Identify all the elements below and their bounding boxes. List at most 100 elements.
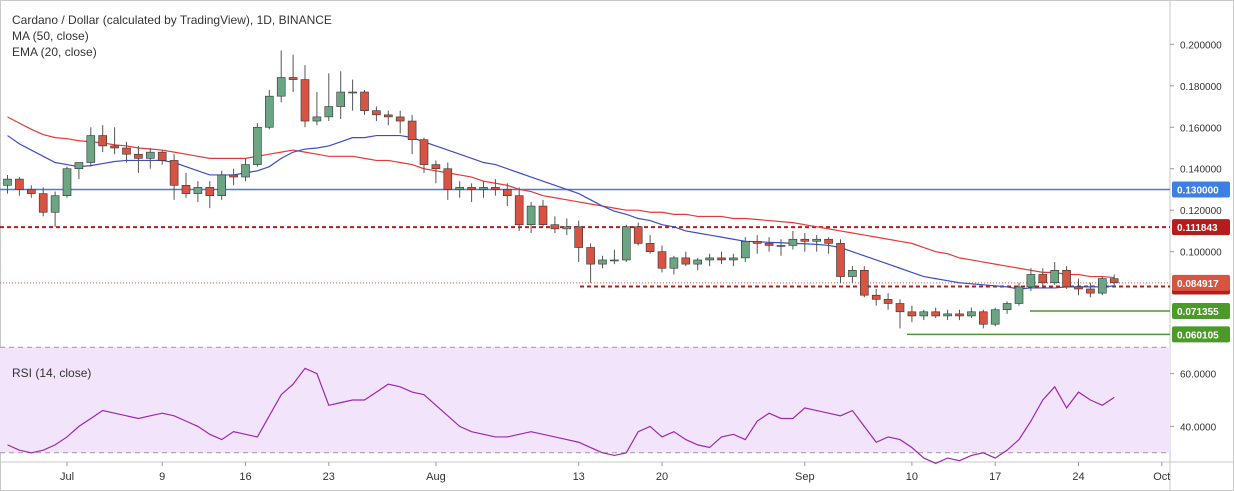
candle-body bbox=[1038, 274, 1048, 284]
candle-body bbox=[276, 77, 286, 97]
price-axis-label-bg bbox=[1172, 181, 1230, 198]
candle-body bbox=[907, 311, 917, 317]
candle-body bbox=[633, 226, 643, 244]
ma-label: MA (50, close) bbox=[12, 29, 89, 43]
candle-body bbox=[146, 151, 155, 159]
candle-body bbox=[586, 247, 595, 265]
candle-body bbox=[1026, 274, 1036, 288]
candle-body bbox=[717, 257, 726, 261]
candle-body bbox=[431, 164, 441, 170]
candle-body bbox=[395, 116, 405, 122]
candle-body bbox=[443, 168, 453, 190]
candle-body bbox=[514, 195, 524, 226]
candle-body bbox=[383, 114, 393, 118]
rsi-band bbox=[0, 347, 1170, 453]
candle-body bbox=[38, 193, 48, 213]
candle-body bbox=[1062, 270, 1071, 288]
time-tick-label: 23 bbox=[323, 471, 335, 483]
time-tick-label: 9 bbox=[159, 471, 165, 483]
candle-body bbox=[217, 174, 226, 196]
price-axis-label: 0.084917 bbox=[1177, 279, 1219, 290]
candle-body bbox=[134, 153, 143, 159]
candle-body bbox=[312, 116, 322, 122]
candle-body bbox=[324, 106, 334, 118]
candle-body bbox=[764, 243, 774, 246]
candle-body bbox=[1074, 286, 1083, 290]
candle-body bbox=[598, 259, 607, 265]
candle-body bbox=[229, 174, 238, 178]
chart-legend: Cardano / Dollar (calculated by TradingV… bbox=[12, 12, 332, 60]
candle-body bbox=[1050, 270, 1059, 284]
candle-body bbox=[1098, 278, 1107, 294]
candle-body bbox=[1086, 288, 1095, 294]
price-axis-label: 0.060105 bbox=[1177, 330, 1219, 341]
candle-body bbox=[895, 303, 905, 313]
candle-body bbox=[407, 120, 417, 141]
time-tick-label: Sep bbox=[795, 471, 815, 483]
candle-body bbox=[288, 77, 298, 80]
candle-body bbox=[74, 162, 84, 170]
candle-body bbox=[621, 226, 631, 261]
candle-body bbox=[871, 294, 881, 300]
candle-body bbox=[360, 91, 369, 111]
candle-body bbox=[848, 270, 857, 277]
candle-body bbox=[98, 135, 107, 147]
candle-body bbox=[26, 189, 36, 194]
candle-body bbox=[62, 168, 72, 196]
candle-body bbox=[824, 238, 833, 244]
ema-20-line bbox=[7, 134, 1115, 290]
candle-body bbox=[705, 257, 714, 261]
ema-label: EMA (20, close) bbox=[12, 45, 97, 59]
candle-body bbox=[788, 238, 798, 246]
price-axis-label: 0.130000 bbox=[1177, 185, 1219, 196]
candle-body bbox=[193, 187, 203, 194]
candle-body bbox=[300, 79, 310, 122]
candle-body bbox=[1014, 286, 1024, 304]
candle-body bbox=[883, 299, 893, 304]
time-tick-label: 24 bbox=[1072, 471, 1084, 483]
candle-body bbox=[3, 178, 12, 186]
candle-body bbox=[526, 205, 536, 226]
candle-body bbox=[264, 95, 274, 128]
candle-body bbox=[955, 313, 964, 317]
candle-body bbox=[169, 160, 179, 186]
candle-body bbox=[455, 187, 465, 190]
candle-body bbox=[122, 147, 131, 155]
time-tick-label: 20 bbox=[656, 471, 668, 483]
ma-50-line bbox=[7, 116, 1115, 279]
candle-body bbox=[419, 139, 429, 165]
candle-body bbox=[978, 311, 988, 325]
candle-body bbox=[491, 187, 500, 190]
candle-body bbox=[86, 135, 96, 163]
candle-body bbox=[800, 238, 810, 242]
time-tick-label: 13 bbox=[573, 471, 585, 483]
price-tick-label: 0.100000 bbox=[1180, 248, 1222, 259]
price-tick-label: 0.120000 bbox=[1180, 206, 1222, 217]
candle-body bbox=[729, 257, 738, 261]
price-tick-label: 0.160000 bbox=[1180, 123, 1222, 134]
candle-body bbox=[181, 185, 191, 194]
candle-body bbox=[1109, 278, 1119, 284]
candle-body bbox=[157, 151, 167, 161]
time-tick-label: Aug bbox=[426, 471, 446, 483]
candle-body bbox=[372, 110, 381, 116]
time-tick-label: 17 bbox=[989, 471, 1001, 483]
rsi-tick-label: 60.0000 bbox=[1180, 370, 1217, 381]
rsi-tick-label: 40.0000 bbox=[1180, 422, 1217, 433]
price-axis-label: 0.111843 bbox=[1177, 223, 1218, 234]
candle-body bbox=[836, 243, 845, 277]
price-axis-label-bg bbox=[1172, 274, 1230, 291]
rsi-title: RSI (14, close) bbox=[12, 366, 92, 380]
candle-body bbox=[562, 226, 572, 230]
candle-body bbox=[681, 257, 691, 265]
candle-body bbox=[669, 257, 679, 269]
candle-body bbox=[241, 164, 250, 178]
price-tick-label: 0.200000 bbox=[1180, 40, 1222, 51]
time-tick-label: Oct bbox=[1153, 471, 1170, 483]
candle-body bbox=[776, 245, 786, 247]
candle-body bbox=[110, 145, 119, 149]
candle-body bbox=[348, 91, 357, 94]
candle-body bbox=[50, 195, 60, 213]
candle-body bbox=[574, 226, 584, 248]
